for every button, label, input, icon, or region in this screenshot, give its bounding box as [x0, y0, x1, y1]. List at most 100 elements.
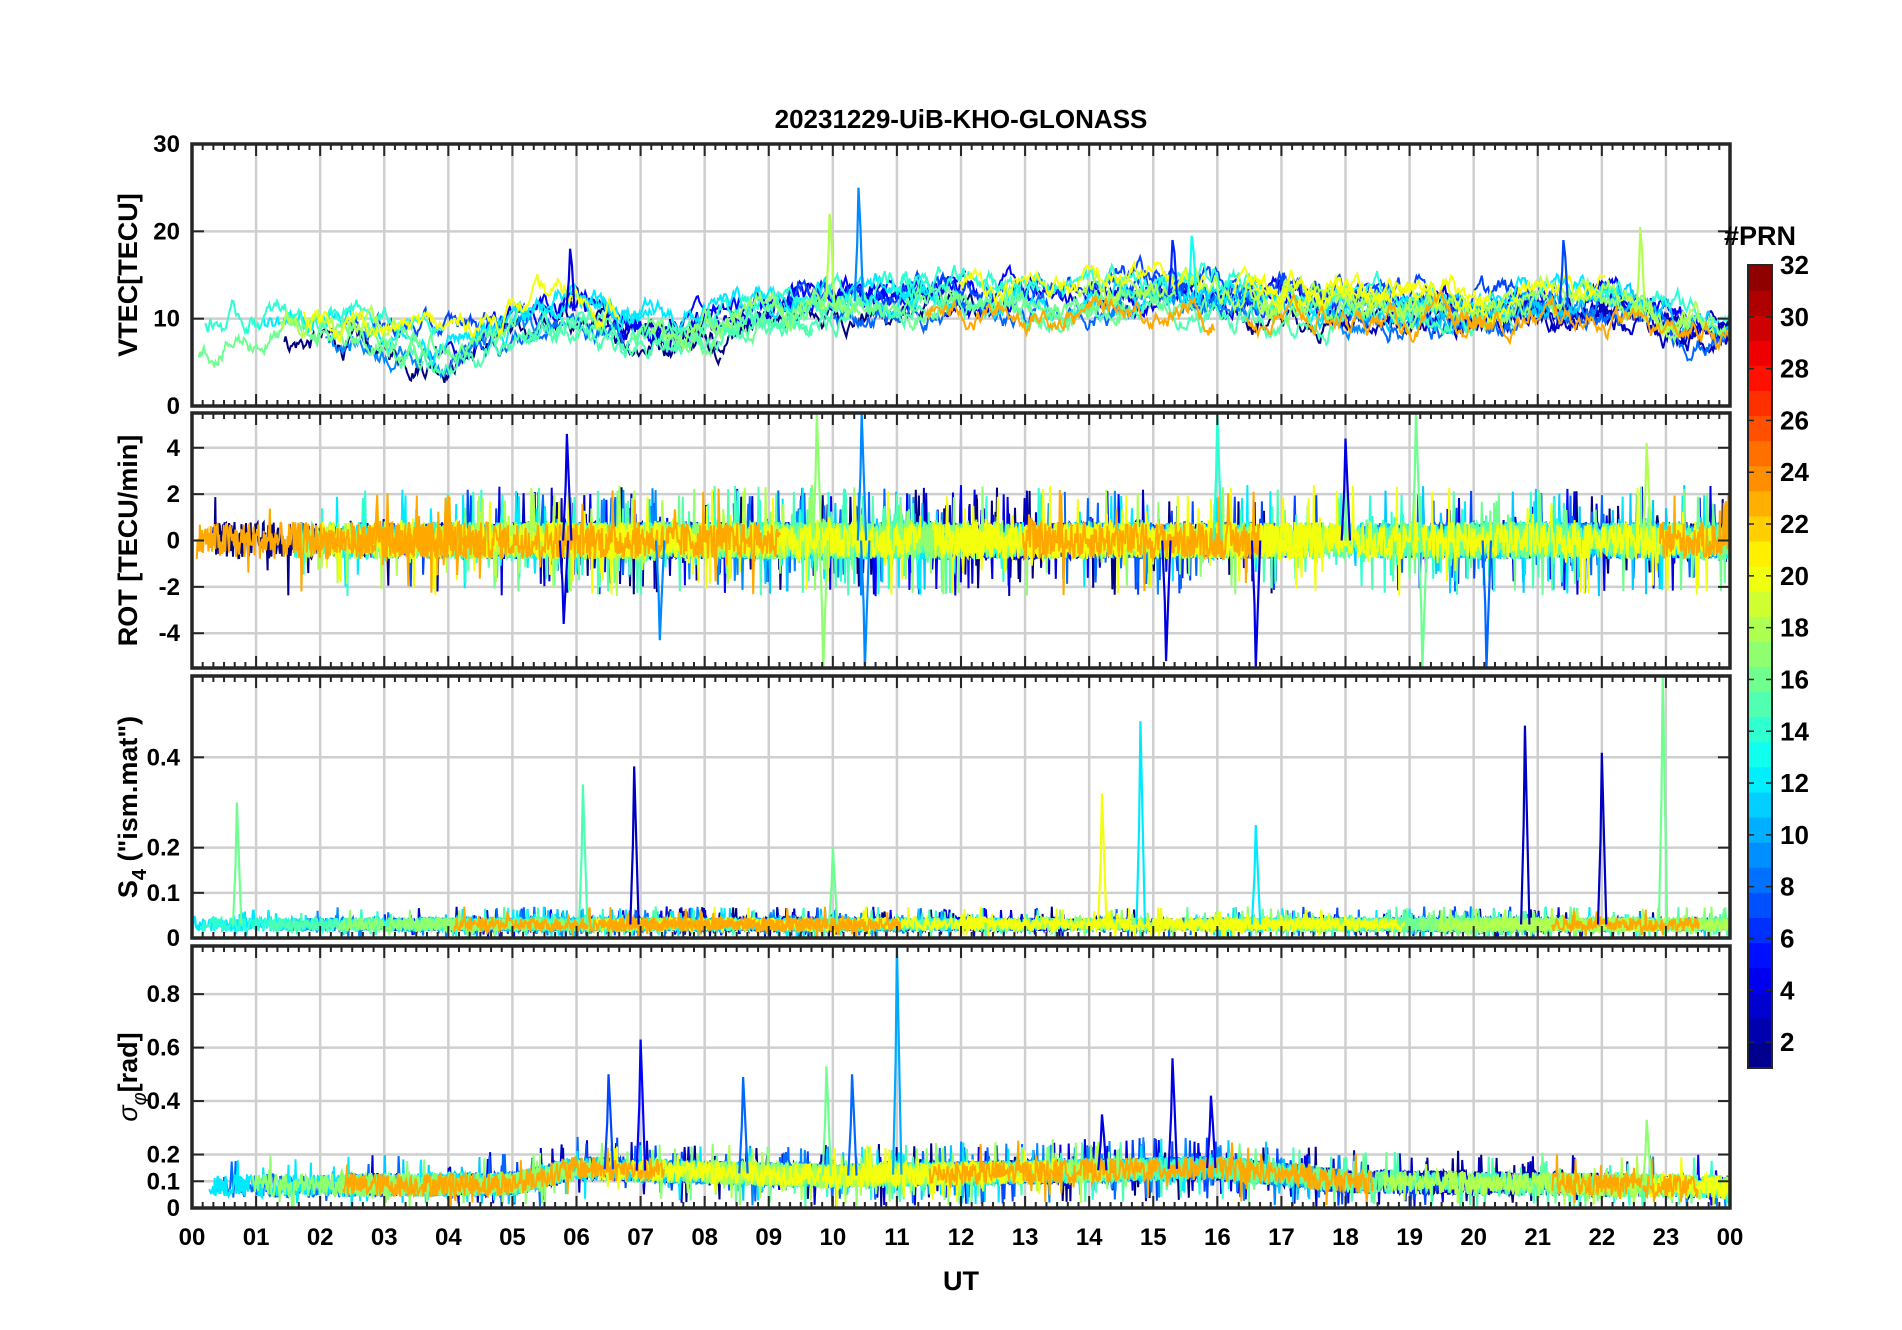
- series-line-prn-23: [1021, 489, 1262, 596]
- colorbar-tick-label: 2: [1780, 1027, 1794, 1057]
- spike-mark: [1411, 413, 1422, 541]
- series-layer-vtec: [197, 187, 1730, 383]
- series-line-prn-23: [195, 493, 486, 593]
- x-tick-label: 00: [179, 1224, 206, 1251]
- colorbar-tick-label: 26: [1780, 405, 1809, 435]
- y-axis-label: VTEC[TECU]: [113, 193, 143, 357]
- x-tick-label: 22: [1588, 1224, 1615, 1251]
- colorbar-segment: [1748, 691, 1772, 718]
- x-axis: 00 01 02 03 04 05 06 07 08 09 10 11 12 13 14 15 16 17 18 19…: [179, 1224, 1744, 1251]
- y-axis-label: S4 ("ism.mat"): [113, 716, 151, 898]
- y-tick-label: 0.2: [147, 835, 180, 862]
- series-line-prn-20: [1243, 269, 1606, 327]
- series-line-prn-20: [597, 1146, 1060, 1208]
- colorbar-tick-label: 8: [1780, 872, 1794, 902]
- spike-mark: [856, 413, 868, 541]
- x-tick-label: 10: [819, 1224, 846, 1251]
- x-tick-label: 13: [1012, 1224, 1039, 1251]
- spike-mark: [1250, 540, 1262, 668]
- series-line-prn-23: [1245, 289, 1486, 344]
- x-tick-label: 12: [948, 1224, 975, 1251]
- spike-mark: [1212, 413, 1223, 541]
- spike-mark: [827, 847, 839, 925]
- x-tick-label: 02: [307, 1224, 334, 1251]
- colorbar-segment: [1748, 440, 1772, 467]
- panel-s4: 0 0.1 0.2 0.4S4 ("ism.mat"): [113, 674, 1732, 952]
- panel-sigma: 00.10.2 0.4 0.6 0.8 σφ[rad]: [113, 944, 1732, 1222]
- series-line-prn-20: [958, 906, 1240, 938]
- y-tick-label: 0: [167, 1195, 180, 1222]
- panel-vtec: 0 10 20 30 VTEC[TECU]: [113, 131, 1732, 420]
- spike-mark: [818, 540, 829, 668]
- y-tick-label: 0: [167, 925, 180, 952]
- y-tick-label: 0: [167, 528, 180, 555]
- y-axis-label: σφ[rad]: [113, 1032, 151, 1121]
- x-tick-label: 03: [371, 1224, 398, 1251]
- colorbar-segment: [1748, 315, 1772, 341]
- x-tick-label: 17: [1268, 1224, 1295, 1251]
- spike-mark: [1519, 725, 1531, 925]
- spike-mark: [635, 1039, 647, 1171]
- colorbar-segment: [1748, 817, 1772, 843]
- spike-mark: [603, 1074, 615, 1170]
- spike-mark: [1097, 793, 1108, 925]
- colorbar-segment: [1748, 791, 1772, 818]
- colorbar-tick-label: 18: [1780, 613, 1809, 643]
- series-line-prn-16: [1000, 296, 1128, 333]
- colorbar-segment: [1748, 390, 1772, 417]
- colorbar-tick-label: 32: [1780, 250, 1809, 280]
- colorbar-tick-label: 20: [1780, 561, 1809, 591]
- series-line-prn-16: [902, 287, 1209, 332]
- series-line-prn-18: [1382, 1164, 1638, 1206]
- x-tick-label: 06: [563, 1224, 590, 1251]
- y-axis-label: ROT [TECU/min]: [113, 435, 143, 646]
- x-tick-label: 14: [1076, 1224, 1103, 1251]
- colorbar-segment: [1748, 616, 1772, 642]
- colorbar-tick-label: 6: [1780, 923, 1794, 953]
- colorbar-frame: [1747, 264, 1773, 1069]
- series-line-prn-23: [925, 293, 1216, 338]
- y-tick-label: 0.2: [147, 1142, 180, 1169]
- y-tick-label: 0.1: [147, 1168, 180, 1195]
- colorbar-tick-label: 4: [1780, 975, 1795, 1005]
- x-tick-label: 18: [1332, 1224, 1359, 1251]
- series-layer-rot: [195, 413, 1730, 668]
- colorbar-segment: [1748, 766, 1772, 793]
- colorbar-segment: [1748, 340, 1772, 366]
- series-line-prn-20: [1149, 911, 1340, 938]
- x-tick-label: 20: [1460, 1224, 1487, 1251]
- series-line-prn-23: [1658, 492, 1730, 559]
- x-tick-label: 19: [1396, 1224, 1423, 1251]
- colorbar-segment: [1748, 415, 1772, 442]
- spike-mark: [847, 1074, 858, 1176]
- colorbar-segment: [1748, 942, 1772, 969]
- series-line-prn-20: [958, 259, 1206, 304]
- x-tick-label: 08: [691, 1224, 718, 1251]
- y-tick-label: 2: [167, 481, 180, 508]
- series-line-prn-1: [640, 290, 980, 356]
- y-tick-label: 20: [153, 218, 180, 245]
- spike-mark: [824, 213, 836, 302]
- spike-mark: [1558, 239, 1569, 304]
- y-tick-label: 30: [153, 131, 180, 158]
- series-layer-s4: [192, 676, 1730, 938]
- spike-mark: [859, 540, 871, 668]
- colorbar-segment: [1748, 892, 1772, 918]
- spike-mark: [821, 1066, 833, 1176]
- colorbar-tick-label: 24: [1780, 457, 1809, 487]
- y-tick-label: 10: [153, 306, 180, 333]
- spike-mark: [1635, 226, 1646, 312]
- colorbar-segment: [1748, 1042, 1772, 1069]
- colorbar-tick-label: 12: [1780, 768, 1809, 798]
- spike-mark: [1417, 540, 1428, 668]
- spike-mark: [1205, 1095, 1217, 1169]
- series-line-prn-17: [650, 286, 861, 352]
- colorbar-segment: [1748, 290, 1772, 316]
- y-tick-label: -2: [159, 574, 180, 601]
- spike-mark: [811, 413, 823, 541]
- x-tick-label: 23: [1653, 1224, 1680, 1251]
- spike-mark: [577, 784, 589, 925]
- colorbar-tick-label: 28: [1780, 354, 1809, 384]
